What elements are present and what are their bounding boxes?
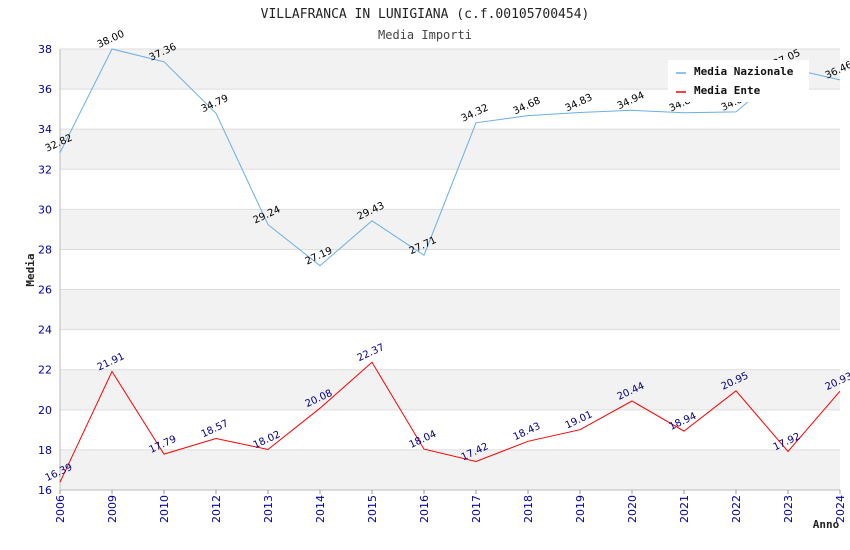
- y-tick-label: 30: [38, 203, 52, 216]
- grid-lines: [60, 48, 840, 491]
- data-label: 18.43: [512, 421, 543, 443]
- series-line-media-nazionale: [59, 48, 841, 267]
- x-tick-label: 2023: [782, 495, 795, 523]
- legend-label-nazionale: Media Nazionale: [694, 65, 794, 78]
- plot-band: [60, 129, 840, 170]
- plot-band: [60, 289, 840, 330]
- legend-box: [668, 60, 809, 102]
- x-tick-label: 2017: [470, 495, 483, 523]
- y-tick-label: 18: [38, 444, 52, 457]
- y-tick-label: 24: [38, 324, 52, 337]
- y-ticks: 16 18 20 22 24 26 28 30 32 34 36 38: [38, 43, 52, 497]
- y-tick-label: 36: [38, 83, 52, 96]
- series-layer: [59, 48, 841, 483]
- x-tick-label: 2013: [262, 495, 275, 523]
- data-label: 19.01: [564, 409, 595, 431]
- y-axis-title: Media: [24, 253, 37, 286]
- data-label: 34.68: [512, 95, 543, 117]
- chart-subtitle: Media Importi: [378, 28, 472, 42]
- data-label: 38.00: [96, 29, 127, 51]
- x-tick-label: 2009: [106, 495, 119, 523]
- x-tick-label: 2019: [574, 495, 587, 523]
- y-tick-label: 28: [38, 243, 52, 256]
- x-tick-label: 2024: [834, 495, 847, 523]
- plot-band: [60, 449, 840, 490]
- x-tick-label: 2012: [210, 495, 223, 523]
- x-tick-label: 2014: [314, 495, 327, 523]
- x-tick-label: 2016: [418, 495, 431, 523]
- x-tick-label: 2022: [730, 495, 743, 523]
- data-label: 18.94: [668, 411, 699, 433]
- y-tick-label: 22: [38, 364, 52, 377]
- legend: Media Nazionale Media Ente: [668, 60, 809, 102]
- y-tick-label: 26: [38, 284, 52, 297]
- x-axis-title: Anno: [813, 518, 840, 531]
- x-tick-label: 2010: [158, 495, 171, 523]
- plot-band: [60, 209, 840, 250]
- y-tick-label: 38: [38, 43, 52, 56]
- data-label: 34.94: [616, 90, 647, 112]
- y-tick-label: 34: [38, 123, 52, 136]
- y-tick-label: 32: [38, 163, 52, 176]
- x-tick-label: 2021: [678, 495, 691, 523]
- data-label: 18.57: [200, 418, 231, 440]
- data-label: 18.02: [252, 429, 283, 451]
- y-tick-label: 16: [38, 484, 52, 497]
- y-tick-label: 20: [38, 404, 52, 417]
- plot-bands: [60, 49, 840, 490]
- x-tick-label: 2006: [54, 495, 67, 523]
- data-label: 22.37: [356, 342, 387, 364]
- plot-band: [60, 369, 840, 410]
- x-tick-label: 2018: [522, 495, 535, 523]
- x-ticks: 2006 2009 2010 2012 2013 2014 2015 2016 2017 2018…: [54, 490, 847, 523]
- legend-label-ente: Media Ente: [694, 84, 761, 97]
- chart-title: VILLAFRANCA IN LUNIGIANA (c.f.0010570045…: [261, 7, 590, 22]
- series-line-media-ente: [59, 361, 841, 483]
- x-tick-label: 2015: [366, 495, 379, 523]
- x-tick-label: 2020: [626, 495, 639, 523]
- data-label: 34.83: [564, 92, 595, 114]
